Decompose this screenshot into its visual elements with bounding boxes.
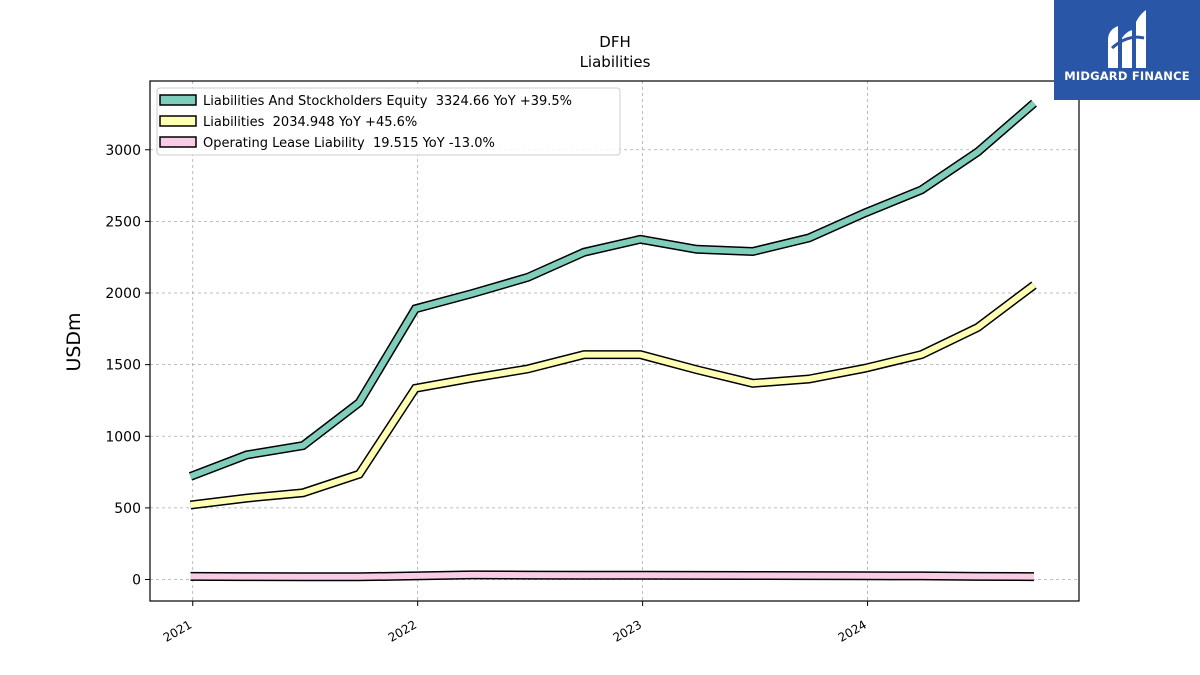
y-tick-label: 3000 <box>105 143 141 159</box>
midgard-logo-mark-icon <box>1108 10 1146 68</box>
legend-label: Liabilities And Stockholders Equity 3324… <box>203 94 572 109</box>
legend-swatch <box>159 94 197 106</box>
chart-title: DFH <box>599 33 630 51</box>
axis-ticks: 0 500 1000 1500 2000 2500 3000 2021 2022 2023 2024 <box>105 143 869 645</box>
legend-swatch <box>159 136 197 148</box>
legend-swatch <box>159 115 197 127</box>
series-line <box>190 571 1035 580</box>
chart-subtitle: Liabilities <box>580 53 651 71</box>
series-line-outline <box>188 99 1037 481</box>
x-tick-label: 2022 <box>386 617 419 644</box>
logo-text: MIDGARD FINANCE <box>1064 69 1190 83</box>
series-line-outline <box>189 281 1037 510</box>
legend-box <box>156 87 621 156</box>
y-tick-label: 500 <box>114 501 141 517</box>
series-line <box>189 100 1036 480</box>
y-tick-label: 0 <box>132 573 141 589</box>
legend: Liabilities And Stockholders Equity 3324… <box>156 87 621 156</box>
y-tick-label: 2000 <box>105 286 141 302</box>
midgard-finance-logo: MIDGARD FINANCE <box>1054 0 1200 100</box>
x-tick-label: 2024 <box>836 617 869 644</box>
x-tick-label: 2023 <box>611 617 644 644</box>
legend-label: Operating Lease Liability 19.515 YoY -13… <box>203 136 495 151</box>
plot-frame <box>149 80 1080 602</box>
y-tick-label: 2500 <box>105 214 141 230</box>
y-axis-label: USDm <box>63 312 85 371</box>
legend-label: Liabilities 2034.948 YoY +45.6% <box>203 115 417 130</box>
series-line <box>190 282 1036 508</box>
y-tick-label: 1500 <box>105 358 141 374</box>
series-lines <box>188 99 1037 582</box>
y-tick-label: 1000 <box>105 429 141 445</box>
x-tick-label: 2021 <box>161 617 194 644</box>
